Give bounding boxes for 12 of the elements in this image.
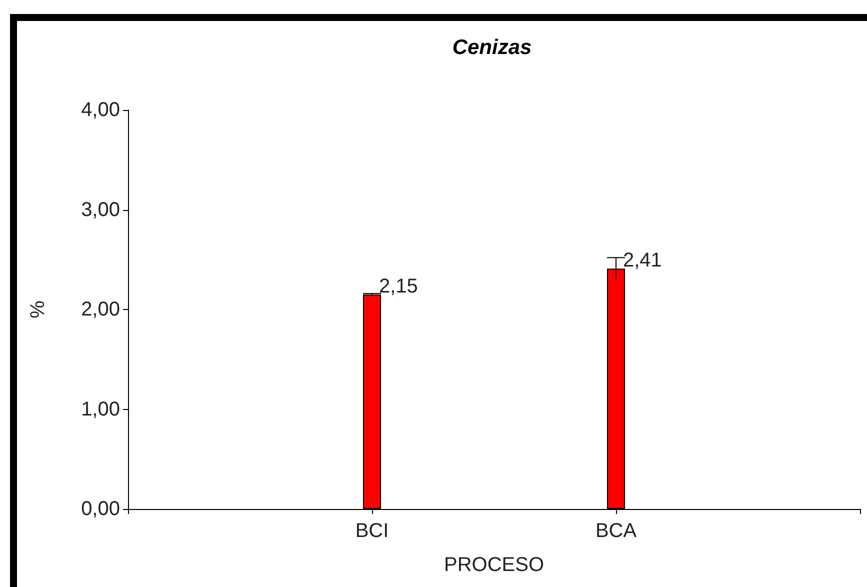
y-tick-label: 0,00 [81,498,120,520]
chart-title: Cenizas [452,36,532,59]
x-axis-title: PROCESO [444,554,544,576]
x-tick-label: BCA [595,520,638,542]
y-tick-label: 4,00 [81,99,120,121]
y-axis-title: % [27,300,49,318]
x-tick-label: BCI [355,520,389,542]
data-label: 2,41 [623,250,662,272]
y-tick-label: 3,00 [81,198,120,221]
data-label: 2,15 [379,276,418,298]
y-tick-label: 2,00 [81,298,120,320]
y-tick-label: 1,00 [81,398,120,420]
